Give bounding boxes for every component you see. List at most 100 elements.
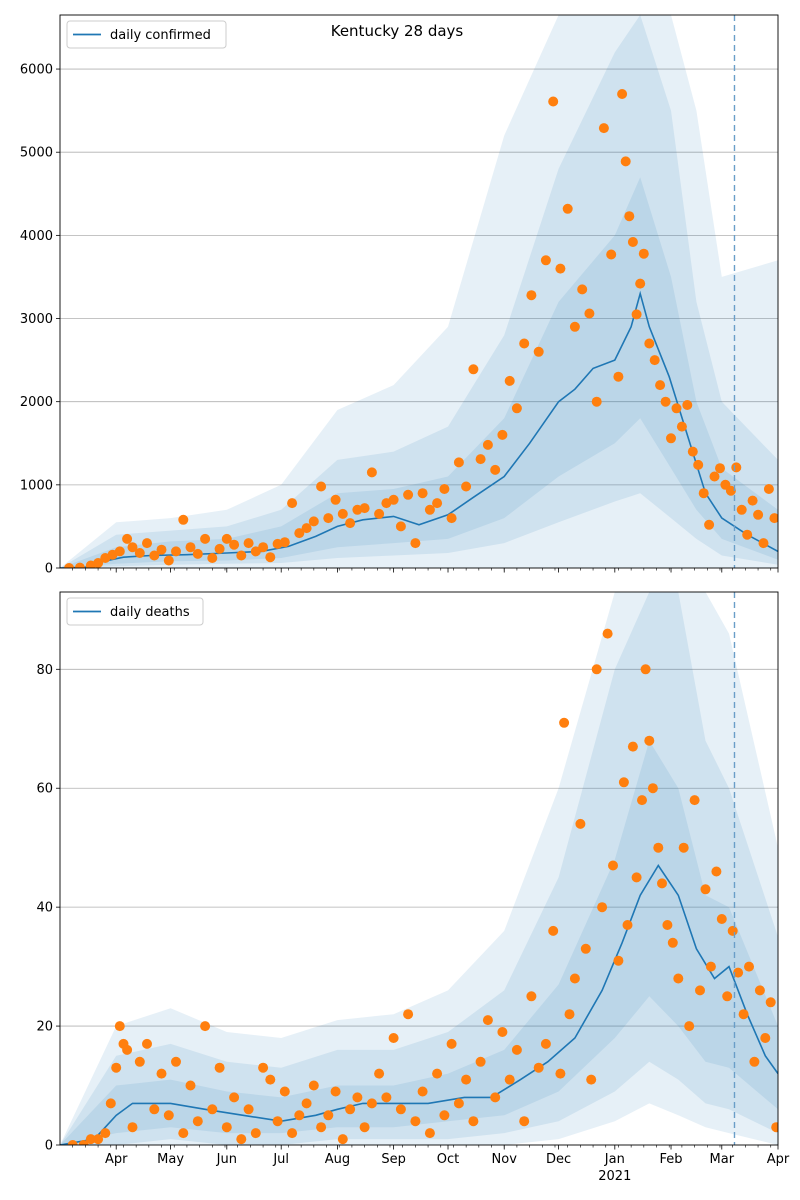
data-point	[468, 364, 479, 375]
data-point	[337, 508, 348, 519]
data-point	[758, 538, 769, 549]
data-point	[736, 504, 747, 515]
data-point	[374, 1068, 385, 1079]
data-point	[352, 1092, 363, 1103]
data-point	[711, 866, 722, 877]
data-point	[613, 371, 624, 382]
data-point	[733, 967, 744, 978]
data-point	[622, 920, 633, 930]
data-point	[78, 1140, 89, 1145]
legend-box	[66, 20, 227, 49]
data-point	[265, 552, 276, 563]
data-point	[229, 539, 240, 550]
data-point	[660, 396, 671, 407]
data-point	[716, 914, 727, 924]
data-point	[627, 237, 638, 247]
data-point	[624, 211, 635, 222]
prediction-band-middle	[60, 15, 778, 568]
data-point	[64, 563, 75, 568]
data-point	[540, 255, 551, 266]
data-point	[653, 842, 664, 853]
data-point	[760, 1033, 771, 1043]
data-point	[287, 498, 298, 509]
x-tick-label: Apr	[767, 1152, 790, 1167]
data-point	[200, 533, 211, 544]
data-point	[453, 1098, 464, 1109]
data-point	[301, 1098, 312, 1109]
data-point	[519, 1116, 530, 1127]
confirmed-panel: 0 1000 2000 3000 4000 5000 6000 Kentucky 28 day…	[20, 14, 779, 577]
data-point	[638, 248, 649, 259]
data-point	[410, 1116, 421, 1127]
data-point	[673, 973, 684, 984]
data-point	[644, 338, 655, 349]
data-point	[214, 1062, 225, 1073]
legend-label: daily deaths	[110, 605, 190, 620]
chart-title: Kentucky 28 days	[331, 22, 464, 40]
data-point	[482, 1015, 493, 1026]
data-point	[214, 543, 225, 554]
data-point	[93, 558, 104, 568]
data-point	[439, 1110, 450, 1121]
data-point	[178, 1128, 189, 1139]
data-point	[580, 943, 591, 954]
data-point	[366, 467, 377, 478]
data-point	[722, 991, 733, 1002]
data-point	[185, 542, 196, 553]
data-point	[769, 513, 778, 524]
data-point	[142, 1038, 152, 1049]
data-point	[316, 1122, 327, 1133]
data-point	[308, 516, 319, 527]
data-point	[555, 1068, 566, 1079]
data-point	[114, 546, 125, 557]
data-point	[308, 1080, 319, 1091]
data-point	[608, 860, 618, 871]
data-point	[122, 533, 133, 544]
y-tick-label: 4000	[20, 229, 53, 244]
data-point	[388, 1033, 399, 1043]
data-point	[562, 203, 573, 214]
data-point	[453, 457, 464, 468]
data-point	[727, 925, 738, 936]
data-point	[640, 664, 651, 675]
data-point	[548, 96, 559, 107]
data-point	[749, 1056, 760, 1067]
data-point	[662, 920, 673, 930]
data-point	[200, 1021, 211, 1032]
data-point	[359, 503, 370, 514]
x-tick-label: Feb	[660, 1152, 683, 1167]
data-point	[644, 735, 655, 746]
data-point	[345, 1104, 356, 1115]
data-point	[555, 263, 566, 274]
data-point	[655, 380, 666, 391]
data-point	[559, 717, 570, 728]
data-point	[620, 156, 631, 167]
data-point	[511, 403, 522, 414]
data-point	[236, 1134, 247, 1145]
prediction-band-middle	[60, 592, 778, 1145]
data-point	[684, 1021, 695, 1032]
x-tick-label: Mar	[710, 1152, 735, 1167]
data-point	[258, 542, 269, 553]
data-point	[243, 538, 254, 549]
data-point	[742, 529, 753, 540]
data-point	[330, 494, 341, 505]
y-tick-label: 20	[36, 1020, 53, 1035]
data-point	[647, 783, 658, 794]
data-point	[617, 89, 628, 99]
data-point	[744, 961, 754, 972]
data-point	[149, 550, 160, 561]
data-point	[591, 396, 602, 407]
prediction-band-outer	[60, 15, 778, 568]
axes-frame	[59, 591, 779, 1146]
data-point	[475, 454, 486, 465]
data-point	[613, 955, 624, 966]
data-point	[704, 519, 715, 530]
data-point	[725, 485, 736, 496]
x-tick-label: Dec	[546, 1152, 571, 1167]
data-point	[497, 429, 508, 440]
data-point	[134, 548, 145, 558]
legend: daily deaths	[66, 597, 204, 626]
x-tick-label: Jul	[272, 1152, 289, 1167]
x-tick-label: Apr	[105, 1152, 128, 1167]
